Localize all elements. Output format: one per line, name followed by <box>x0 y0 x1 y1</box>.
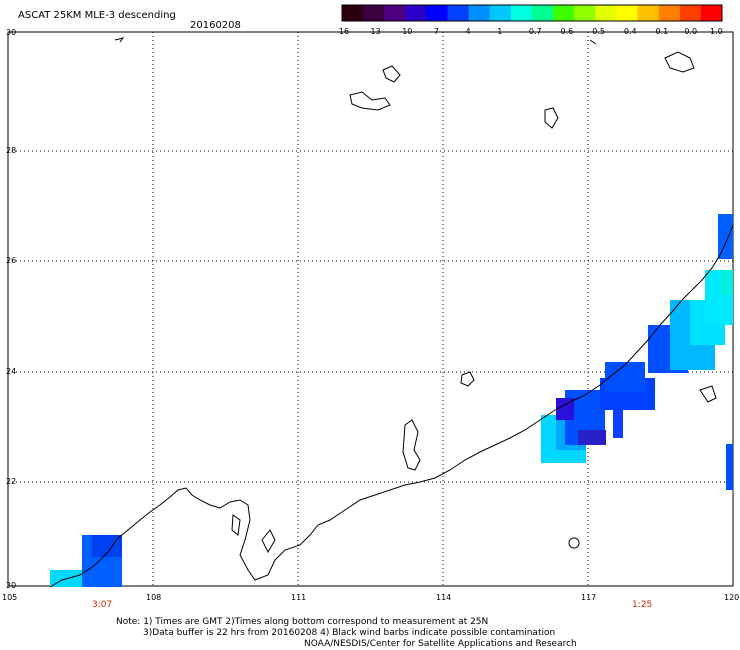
color-scale-bar <box>341 4 723 22</box>
lon-label-111: 111 <box>291 593 307 602</box>
color-scale-swatch <box>426 5 449 21</box>
wind-data-swath <box>50 214 733 587</box>
color-scale-border <box>341 4 723 22</box>
lon-label-120: 120 <box>724 593 740 602</box>
lat-label-22: 22 <box>6 477 17 486</box>
lon-label-117: 117 <box>581 593 597 602</box>
color-scale-swatch <box>510 5 533 21</box>
color-scale-swatch <box>700 5 723 21</box>
color-scale-swatch <box>363 5 385 21</box>
color-scale-label: -7 <box>431 27 439 36</box>
note-line-2: 3)Data buffer is 22 hrs from 20160208 4)… <box>143 628 556 638</box>
color-scale-label: -0.6 <box>557 27 574 36</box>
color-scale-label: -0.4 <box>621 27 637 36</box>
lon-label-108: 108 <box>146 593 162 602</box>
coastline <box>49 37 734 588</box>
note-line-3: NOAA/NESDIS/Center for Satellite Applica… <box>304 639 577 649</box>
lat-label-30: 30 <box>6 28 17 37</box>
pass-time-west: 3:07 <box>92 600 113 610</box>
color-scale-label: -0.7 <box>526 27 542 36</box>
color-scale-swatch <box>595 5 617 21</box>
product-title: ASCAT 25KM MLE-3 descending <box>18 10 176 21</box>
lat-lon-grid <box>8 31 733 586</box>
color-scale-swatch <box>679 5 702 21</box>
color-scale-swatch <box>532 5 554 21</box>
color-scale-swatch <box>489 5 512 21</box>
lon-label-105: 105 <box>2 593 18 602</box>
color-scale-label: -0.5 <box>589 27 605 36</box>
color-scale-label: 1.0 <box>710 27 723 36</box>
color-scale-swatch <box>616 5 639 21</box>
color-scale-swatch <box>384 5 406 21</box>
lat-label-26: 26 <box>6 256 17 265</box>
product-date: 20160208 <box>190 20 241 31</box>
color-scale-swatch <box>658 5 681 21</box>
lat-label-28: 28 <box>6 146 17 155</box>
color-scale-label: -10 <box>399 27 413 36</box>
color-scale-label: -1 <box>494 27 503 36</box>
note-line-1: Note: 1) Times are GMT 2)Times along bot… <box>116 617 489 627</box>
pass-time-east: 1:25 <box>632 600 653 610</box>
color-scale-swatch <box>405 5 427 21</box>
plot-frame <box>7 31 734 587</box>
lat-label-24: 24 <box>6 367 17 376</box>
lat-label-20: 20 <box>6 581 17 590</box>
color-scale-swatch <box>342 5 364 21</box>
color-scale-label: -4 <box>462 27 471 36</box>
color-scale-swatch <box>553 5 575 21</box>
color-scale-label: -13 <box>367 27 381 36</box>
color-scale-label: -0.1 <box>652 27 669 36</box>
lon-label-114: 114 <box>436 593 452 602</box>
color-scale-swatch <box>447 5 470 21</box>
color-scale-swatch <box>468 5 491 21</box>
color-scale-label: -16 <box>336 27 350 36</box>
color-scale-swatch <box>574 5 596 21</box>
color-scale-label: 0.0 <box>684 27 698 36</box>
color-scale-swatch <box>637 5 660 21</box>
